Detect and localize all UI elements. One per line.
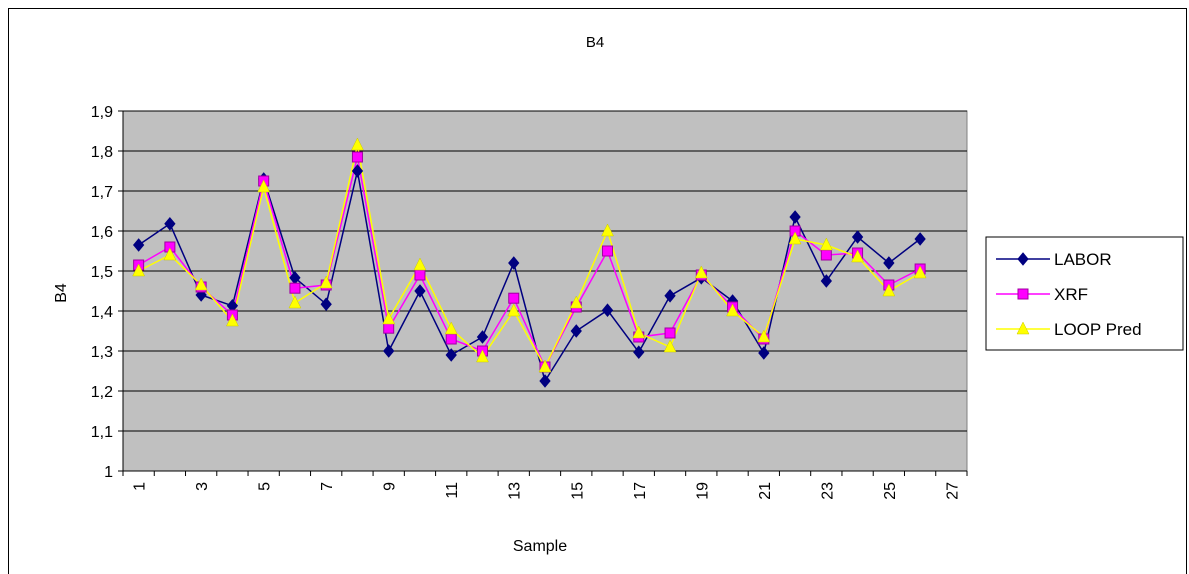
data-point-loop-pred [726,303,739,317]
data-point-loop-pred [351,137,364,151]
data-point-labor [539,374,551,388]
data-point-loop-pred [226,313,239,327]
x-axis-label: Sample [513,538,567,555]
x-tick-label: 21 [757,482,774,500]
y-tick-label: 1,4 [91,304,113,321]
x-tick-label: 11 [444,482,461,499]
x-axis-ticks: 1 3 5 7 9 11 13 15 17 19 21 23 25 27 [122,471,968,500]
data-point-loop-pred [163,247,177,261]
data-point-loop-pred [851,249,864,263]
data-point-xrf [351,151,363,163]
data-point-xrf [414,269,426,281]
data-point-labor [664,289,676,303]
series-line-loop-pred [138,144,921,369]
x-tick-label: 15 [569,482,586,500]
x-tick-label: 7 [319,482,336,491]
data-point-labor [132,238,145,252]
data-point-labor [320,297,332,311]
legend-label-labor: LABOR [1054,250,1112,269]
x-tick-label: 25 [882,482,899,500]
x-tick-label: 3 [194,482,211,491]
data-point-labor [758,346,770,360]
data-point-labor [851,230,864,244]
legend: LABOR XRF LOOP Pred [985,236,1184,351]
y-tick-label: 1,6 [91,224,113,241]
x-tick-label: 19 [694,482,711,500]
data-point-labor [601,303,614,317]
y-tick-label: 1,8 [91,144,113,161]
legend-label-xrf: XRF [1054,285,1088,304]
y-tick-label: 1,3 [91,344,113,361]
series-markers [132,137,927,388]
y-axis-label: B4 [53,283,70,303]
data-point-xrf [289,282,301,294]
data-point-loop-pred [788,231,802,245]
data-point-labor [476,330,489,344]
legend-label-loop-pred: LOOP Pred [1054,320,1142,339]
data-point-loop-pred [132,263,146,277]
data-point-loop-pred [257,179,271,193]
data-point-labor [914,232,926,246]
x-tick-label: 23 [819,482,836,500]
data-point-loop-pred [444,321,458,335]
data-point-loop-pred [288,295,302,309]
data-point-loop-pred [476,349,489,363]
data-point-xrf [602,245,614,257]
legend-marker-xrf [1017,288,1029,300]
x-tick-label: 9 [382,482,399,491]
y-tick-label: 1 [104,464,113,481]
data-point-labor [820,274,832,288]
x-tick-label: 27 [944,482,961,500]
y-axis-ticks: 1 1,1 1,2 1,3 1,4 1,5 1,6 1,7 1,8 1,9 [91,104,123,481]
y-tick-label: 1,7 [91,184,113,201]
series-line-labor [138,170,921,383]
x-tick-label: 17 [632,482,649,500]
data-point-loop-pred [913,265,927,279]
plot-area [122,110,968,472]
data-point-loop-pred [882,283,896,297]
data-point-xrf [508,292,520,304]
data-point-xrf [820,249,832,261]
data-point-labor [445,348,457,362]
data-point-labor [789,210,801,224]
y-tick-label: 1,2 [91,384,113,401]
y-tick-label: 1,9 [91,104,113,121]
data-point-labor [414,284,426,298]
data-point-loop-pred [538,359,552,373]
legend-marker-loop-pred [1016,321,1030,335]
data-point-loop-pred [413,257,427,271]
data-point-labor [164,217,176,231]
data-point-loop-pred [694,265,708,279]
data-point-loop-pred [632,325,646,339]
data-point-loop-pred [569,295,583,309]
data-point-loop-pred [507,303,521,317]
data-point-loop-pred [819,237,833,251]
data-point-loop-pred [601,223,614,237]
legend-marker-labor [1017,252,1029,266]
x-tick-label: 1 [132,482,149,491]
y-tick-label: 1,5 [91,264,113,281]
data-point-xrf [664,327,676,339]
data-point-loop-pred [757,329,771,343]
x-tick-label: 5 [257,482,274,491]
data-point-labor [508,256,520,270]
series-line-xrf [138,156,921,369]
data-point-loop-pred [194,277,208,291]
data-point-loop-pred [319,275,333,289]
data-point-loop-pred [663,339,677,353]
data-point-labor [383,344,395,358]
data-point-labor [883,256,895,270]
data-point-labor [633,345,645,359]
data-point-loop-pred [382,311,396,325]
chart-title: B4 [586,34,604,51]
data-point-labor [570,324,582,338]
y-tick-label: 1,1 [91,424,113,441]
data-point-labor [351,164,364,178]
data-point-xrf [445,333,457,345]
data-point-xrf [383,322,395,334]
axes [122,111,967,472]
x-tick-label: 13 [507,482,524,500]
series-lines [138,144,921,383]
